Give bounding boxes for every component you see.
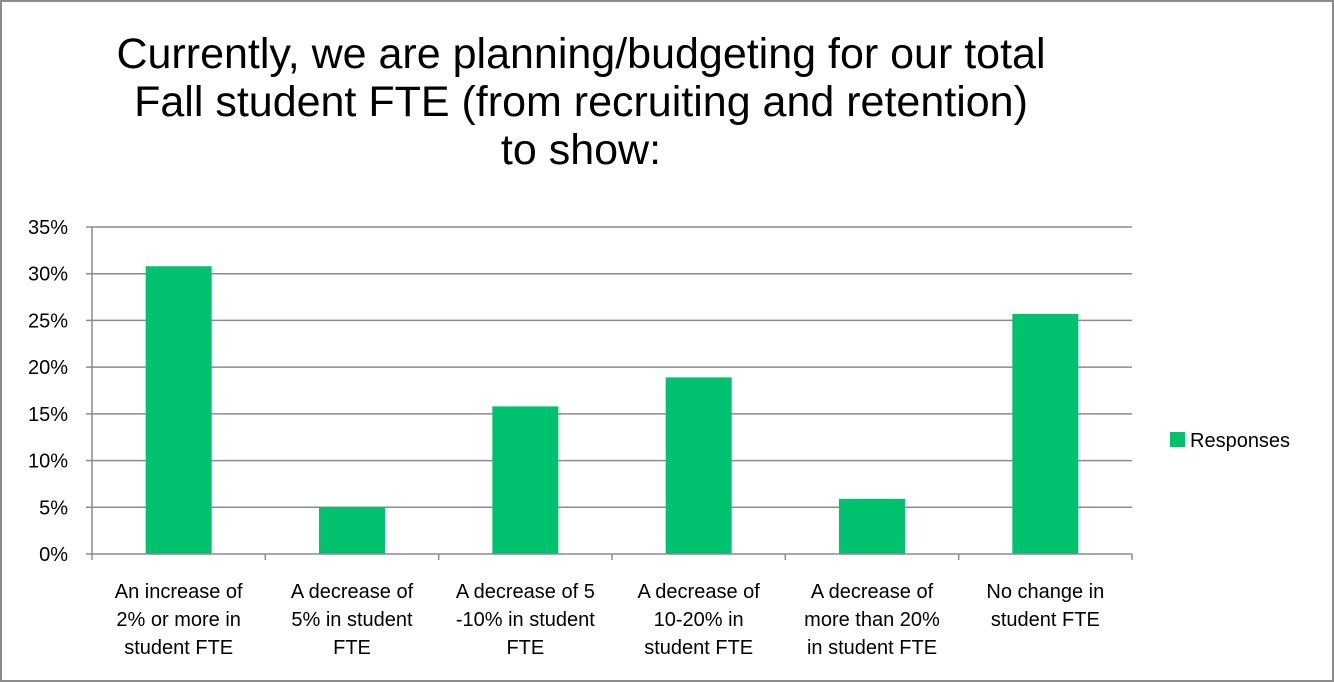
bar — [145, 266, 212, 554]
legend-swatch — [1170, 432, 1185, 447]
bar — [1012, 313, 1079, 554]
y-tick-label: 5% — [39, 497, 68, 519]
y-tick-label: 20% — [28, 357, 68, 379]
x-tick-label: A decrease of 5% in student FTE — [291, 581, 414, 659]
x-tick-label: A decrease of 10-20% in student FTE — [638, 581, 761, 659]
bar — [319, 507, 385, 554]
legend-label: Responses — [1190, 430, 1290, 452]
y-tick-label: 25% — [28, 310, 68, 332]
y-tick-label: 35% — [28, 217, 68, 239]
y-tick-label: 30% — [28, 264, 68, 286]
bar — [665, 377, 732, 554]
bars — [145, 266, 1079, 554]
x-tick-label: A decrease of more than 20% in student FTE — [804, 581, 940, 659]
y-tick-label: 15% — [28, 404, 68, 426]
x-tick-label: No change in student FTE — [986, 581, 1104, 631]
gridlines — [92, 226, 1132, 509]
x-axis-labels: An increase of 2% or more in student FTE A … — [115, 581, 1105, 659]
y-axis-ticks: 0% 5% 10% 15% 20% 25% 30% 35% — [28, 217, 92, 566]
x-tick-label: An increase of 2% or more in student FTE — [115, 581, 243, 659]
x-tick-label: A decrease of 5 -10% in student FTE — [456, 581, 595, 659]
y-tick-label: 10% — [28, 451, 68, 473]
bar — [492, 406, 559, 554]
axes — [91, 227, 1133, 560]
legend: Responses — [1170, 430, 1290, 452]
bar — [839, 498, 905, 554]
chart-title: Currently, we are planning/budgeting for… — [116, 30, 1046, 174]
y-tick-label: 0% — [39, 544, 68, 566]
